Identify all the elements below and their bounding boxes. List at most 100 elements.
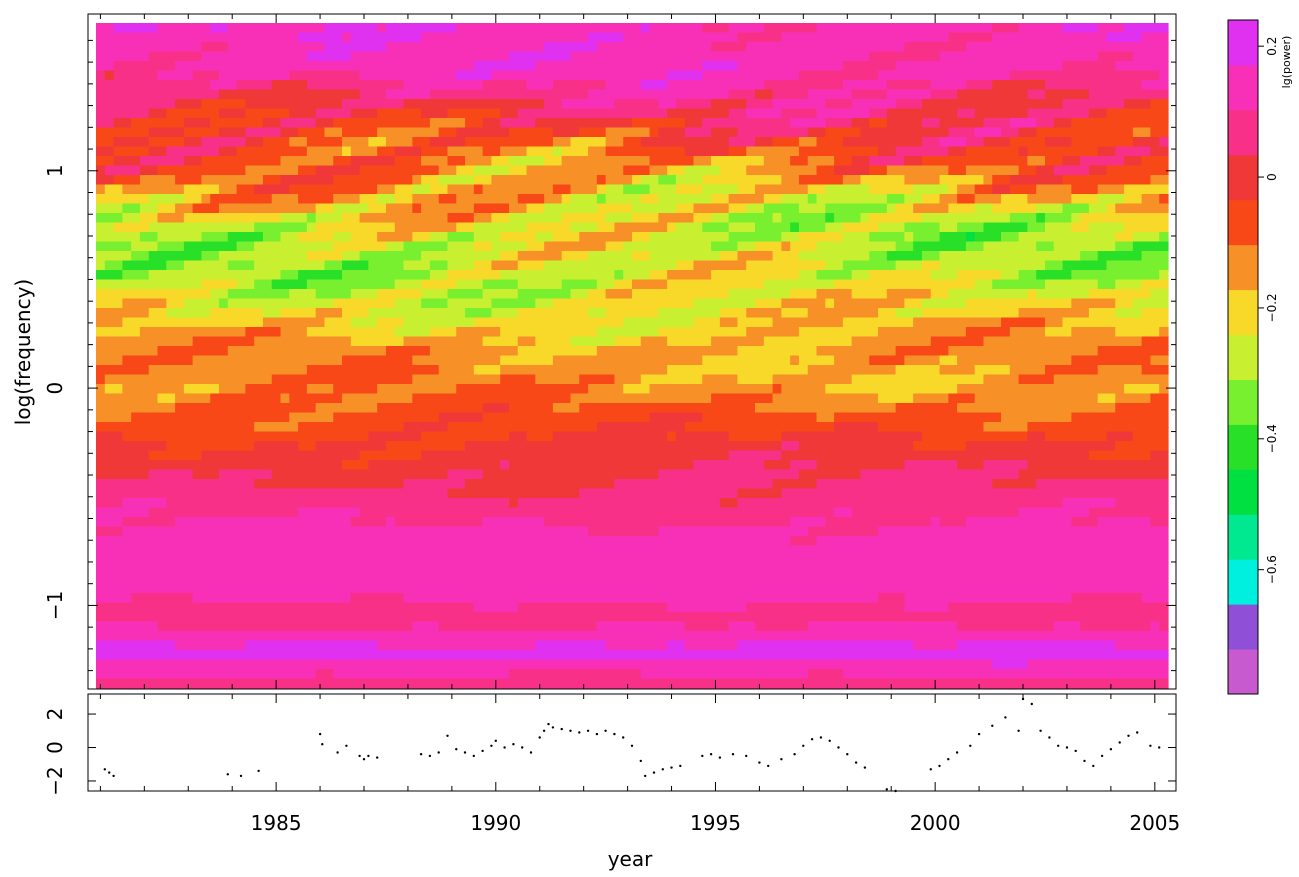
heatmap-cell bbox=[166, 393, 176, 404]
heatmap-cell bbox=[1053, 118, 1064, 129]
heatmap-cell bbox=[632, 365, 642, 376]
heatmap-cell bbox=[359, 137, 369, 148]
heatmap-cell bbox=[421, 99, 431, 110]
heatmap-cell bbox=[122, 289, 132, 300]
heatmap-cell bbox=[324, 32, 334, 43]
heatmap-cell bbox=[280, 194, 290, 205]
heatmap-cell bbox=[684, 289, 695, 300]
heatmap-cell bbox=[632, 327, 642, 338]
heatmap-cell bbox=[96, 279, 106, 290]
heatmap-cell bbox=[1018, 80, 1029, 91]
heatmap-cell bbox=[201, 137, 211, 148]
heatmap-cell bbox=[825, 336, 835, 347]
heatmap-cell bbox=[913, 203, 923, 214]
heatmap-cell bbox=[175, 213, 185, 224]
heatmap-cell bbox=[860, 336, 870, 347]
heatmap-cell bbox=[1080, 61, 1090, 72]
heatmap-cell bbox=[508, 108, 519, 119]
heatmap-cell bbox=[623, 175, 633, 186]
heatmap-cell bbox=[675, 42, 686, 53]
heatmap-cell bbox=[482, 89, 493, 100]
heatmap-cell bbox=[623, 384, 633, 395]
heatmap-cell bbox=[219, 99, 229, 110]
heatmap-cell bbox=[957, 146, 967, 157]
heatmap-cell bbox=[1009, 308, 1020, 319]
heatmap-cell bbox=[570, 365, 580, 376]
heatmap-cell bbox=[131, 194, 141, 205]
heatmap-cell bbox=[640, 403, 651, 414]
heatmap-cell bbox=[728, 232, 739, 243]
heatmap-cell bbox=[306, 42, 317, 53]
heatmap-cell bbox=[359, 403, 369, 414]
heatmap-cell bbox=[869, 365, 879, 376]
heatmap-cell bbox=[948, 251, 958, 262]
heatmap-cell bbox=[1027, 61, 1037, 72]
heatmap-cell bbox=[1009, 298, 1020, 309]
heatmap-cell bbox=[930, 298, 941, 309]
heatmap-cell bbox=[658, 184, 668, 195]
heatmap-cell bbox=[632, 232, 642, 243]
heatmap-cell bbox=[579, 289, 589, 300]
heatmap-cell bbox=[368, 137, 378, 148]
heatmap-cell bbox=[377, 393, 387, 404]
heatmap-cell bbox=[280, 289, 290, 300]
heatmap-cell bbox=[930, 99, 941, 110]
heatmap-cell bbox=[262, 127, 273, 138]
heatmap-cell bbox=[192, 279, 203, 290]
heatmap-cell bbox=[245, 374, 255, 385]
heatmap-cell bbox=[632, 251, 642, 262]
heatmap-cell bbox=[1115, 327, 1125, 338]
heatmap-cell bbox=[763, 203, 774, 214]
heatmap-cell bbox=[385, 156, 396, 167]
heatmap-cell bbox=[219, 175, 229, 186]
heatmap-cell bbox=[1053, 241, 1064, 252]
heatmap-cell bbox=[342, 384, 352, 395]
heatmap-cell bbox=[1053, 42, 1064, 53]
heatmap-cell bbox=[1132, 108, 1143, 119]
heatmap-cell bbox=[798, 222, 809, 233]
heatmap-cell bbox=[711, 51, 721, 62]
heatmap-cell bbox=[517, 222, 528, 233]
heatmap-cell bbox=[166, 232, 176, 243]
heatmap-cell bbox=[429, 403, 440, 414]
heatmap-cell bbox=[394, 270, 405, 281]
heatmap-cell bbox=[1071, 42, 1081, 53]
heatmap-cell bbox=[719, 194, 730, 205]
heatmap-cell bbox=[649, 127, 659, 138]
heatmap-cell bbox=[623, 298, 633, 309]
heatmap-cell bbox=[1036, 42, 1046, 53]
heatmap-cell bbox=[921, 403, 932, 414]
heatmap-cell bbox=[1088, 108, 1099, 119]
heatmap-cell bbox=[755, 346, 765, 357]
heatmap-cell bbox=[649, 32, 659, 43]
heatmap-cell bbox=[719, 156, 730, 167]
heatmap-cell bbox=[139, 222, 150, 233]
heatmap-cell bbox=[1027, 70, 1037, 81]
heatmap-cell bbox=[245, 175, 255, 186]
heatmap-cell bbox=[227, 80, 238, 91]
heatmap-cell bbox=[1001, 127, 1011, 138]
heatmap-cell bbox=[394, 127, 405, 138]
heatmap-cell bbox=[157, 165, 167, 176]
heatmap-cell bbox=[1071, 175, 1081, 186]
heatmap-cell bbox=[456, 336, 466, 347]
heatmap-cell bbox=[508, 327, 519, 338]
heatmap-cell bbox=[500, 289, 510, 300]
heatmap-cell bbox=[755, 289, 765, 300]
heatmap-cell bbox=[245, 241, 255, 252]
heatmap-cell bbox=[790, 289, 800, 300]
heatmap-cell bbox=[781, 317, 791, 328]
heatmap-cell bbox=[438, 146, 449, 157]
heatmap-cell bbox=[315, 42, 326, 53]
heatmap-cell bbox=[306, 393, 317, 404]
heatmap-cell bbox=[280, 232, 290, 243]
heatmap-cell bbox=[508, 365, 519, 376]
heatmap-cell bbox=[1027, 156, 1037, 167]
heatmap-cell bbox=[394, 61, 405, 72]
heatmap-cell bbox=[473, 80, 484, 91]
heatmap-cell bbox=[781, 137, 791, 148]
heatmap-cell bbox=[895, 374, 905, 385]
heatmap-cell bbox=[1009, 270, 1020, 281]
heatmap-cell bbox=[667, 232, 677, 243]
heatmap-cell bbox=[456, 127, 466, 138]
